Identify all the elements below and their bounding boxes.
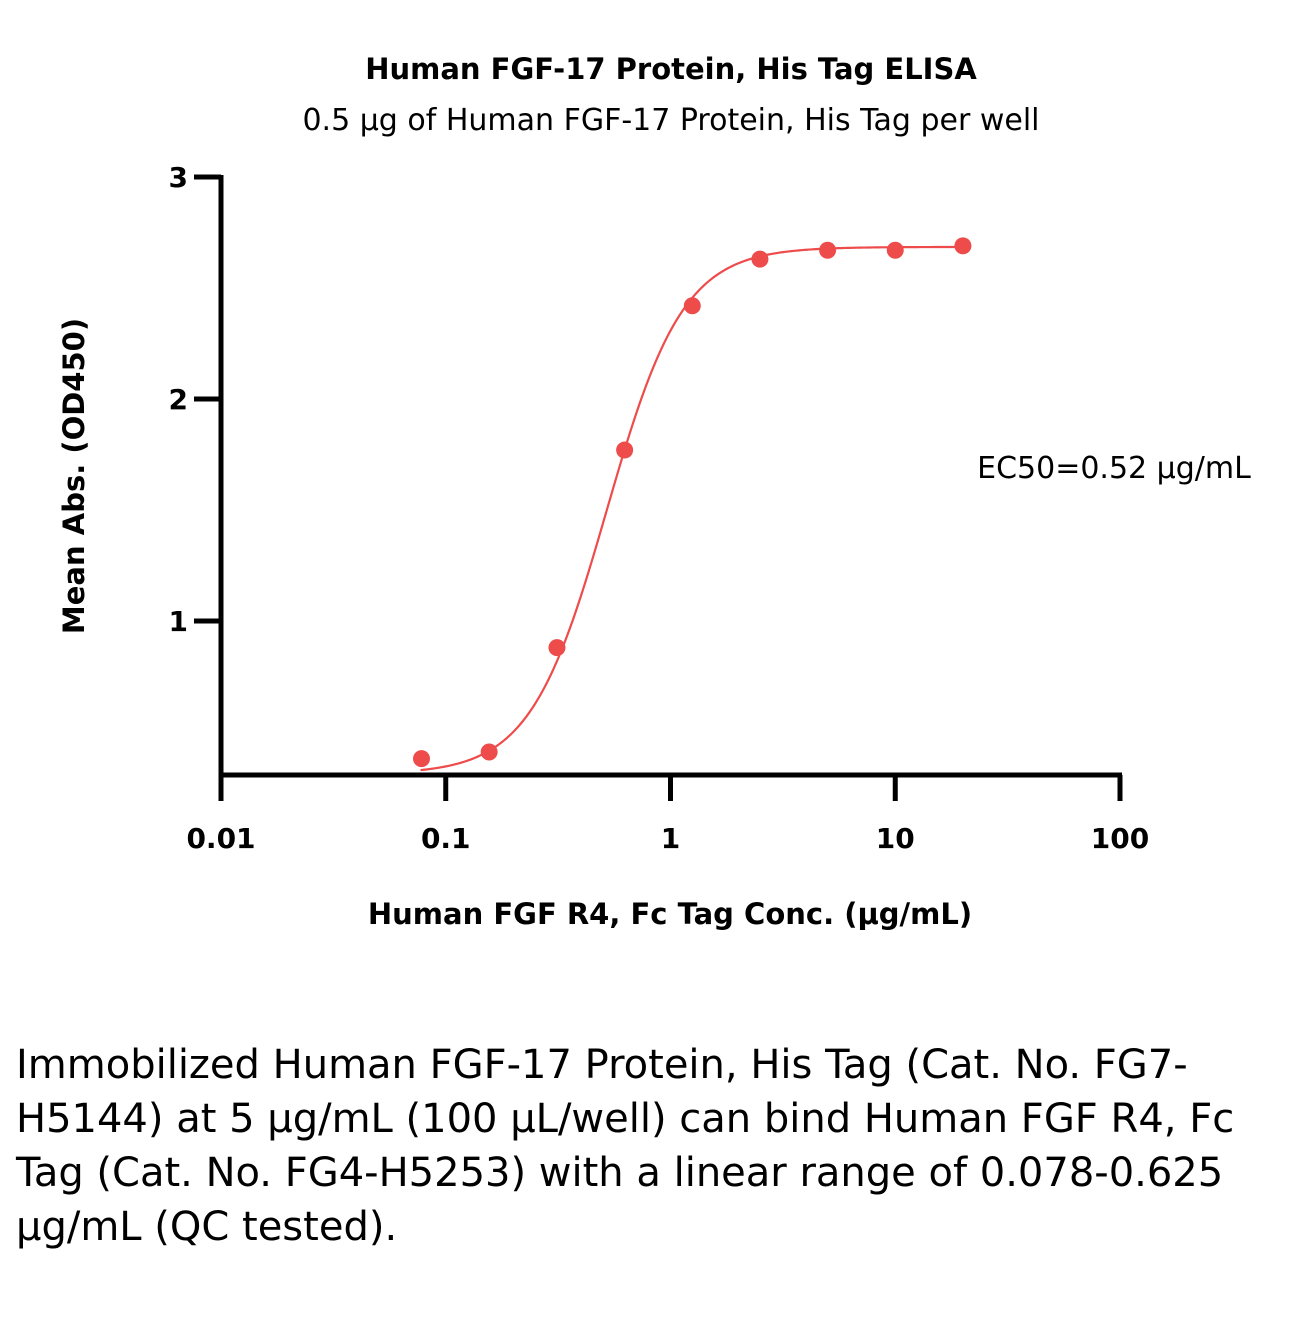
- y-axis-title: Mean Abs. (OD450): [57, 318, 91, 634]
- x-tick-label: 10: [876, 822, 915, 855]
- x-axis-title: Human FGF R4, Fc Tag Conc. (μg/mL): [368, 897, 972, 931]
- chart-title: Human FGF-17 Protein, His Tag ELISA: [365, 52, 977, 86]
- y-tick-label: 1: [169, 605, 188, 638]
- x-tick-label: 100: [1091, 822, 1149, 855]
- elisa-chart: Human FGF-17 Protein, His Tag ELISA 0.5 …: [57, 52, 1251, 931]
- y-tick-label: 2: [169, 383, 188, 416]
- data-point: [683, 297, 701, 315]
- chart-subtitle: 0.5 μg of Human FGF-17 Protein, His Tag …: [302, 103, 1039, 138]
- data-point: [480, 743, 498, 761]
- data-point: [616, 441, 634, 459]
- x-tick-label: 1: [661, 822, 680, 855]
- data-point: [751, 250, 769, 268]
- y-tick-label: 3: [169, 161, 188, 194]
- data-points: [412, 237, 972, 768]
- data-point: [886, 241, 904, 259]
- data-point: [954, 237, 972, 255]
- data-point: [412, 750, 430, 768]
- x-tick-label: 0.01: [186, 822, 255, 855]
- x-tick-label: 0.1: [421, 822, 471, 855]
- ec50-annotation: EC50=0.52 μg/mL: [977, 451, 1251, 486]
- figure-caption: Immobilized Human FGF-17 Protein, His Ta…: [16, 1042, 1235, 1250]
- data-point: [819, 241, 837, 259]
- data-point: [548, 639, 566, 657]
- fit-curve: [420, 245, 963, 772]
- axis-ticks: 0.01 0.1 1 10 100 1 2 3: [169, 161, 1150, 855]
